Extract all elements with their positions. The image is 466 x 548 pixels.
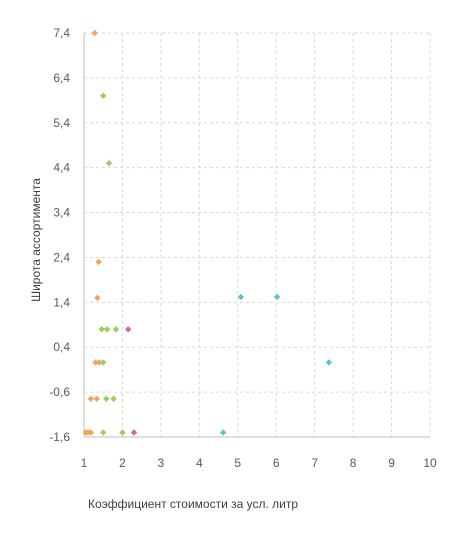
x-tick-label: 3 <box>158 456 165 470</box>
data-point <box>125 326 132 333</box>
x-tick-label: 1 <box>81 456 88 470</box>
data-point <box>98 326 105 333</box>
x-tick-label: 7 <box>311 456 318 470</box>
x-tick-label: 9 <box>388 456 395 470</box>
data-point <box>100 92 107 100</box>
x-tick-label: 8 <box>350 456 357 470</box>
y-tick-label: 6,4 <box>53 71 70 85</box>
data-point <box>87 395 95 403</box>
data-point <box>325 359 333 366</box>
y-tick-label: 1,4 <box>53 295 70 309</box>
data-point <box>112 326 120 333</box>
y-tick-label: -1,6 <box>49 430 70 444</box>
data-point <box>219 429 227 436</box>
grid <box>84 32 431 437</box>
y-tick-label: 0,4 <box>53 340 70 354</box>
y-tick-label: 7,4 <box>53 26 70 40</box>
data-point <box>94 294 101 302</box>
data-point <box>91 29 98 37</box>
data-point <box>119 429 126 436</box>
y-tick-label: 3,4 <box>53 206 70 220</box>
x-tick-label: 4 <box>196 456 203 470</box>
data-point <box>110 395 117 403</box>
x-tick-label: 2 <box>119 456 126 470</box>
tick-labels: 1 2 3 4 5 6 7 8 9 10 7,4 6,4 5,4 4,4 3,4 2,4 1,4 0,4 -0,6 -… <box>49 26 437 470</box>
data-point <box>237 293 245 301</box>
y-tick-label: 4,4 <box>53 161 70 175</box>
data-point <box>103 395 110 403</box>
data-point <box>103 326 111 333</box>
axes <box>83 33 430 438</box>
y-axis-title: Широта ассортимента <box>29 178 43 302</box>
x-tick-label: 6 <box>273 456 280 470</box>
data-point <box>105 159 113 167</box>
data-points <box>82 29 333 436</box>
y-tick-label: -0,6 <box>49 385 70 399</box>
data-point <box>100 359 107 366</box>
data-point <box>273 293 281 301</box>
data-point <box>93 395 100 403</box>
x-axis-title: Коэффициент стоимости за усл. литр <box>88 497 298 511</box>
data-point <box>87 429 95 436</box>
y-tick-label: 5,4 <box>53 116 70 130</box>
data-point <box>95 258 102 266</box>
x-tick-label: 10 <box>423 456 437 470</box>
data-point <box>100 429 107 436</box>
data-point <box>96 359 103 366</box>
x-tick-label: 5 <box>234 456 241 470</box>
data-point <box>92 359 99 366</box>
data-point <box>130 429 138 436</box>
y-tick-label: 2,4 <box>53 250 70 264</box>
